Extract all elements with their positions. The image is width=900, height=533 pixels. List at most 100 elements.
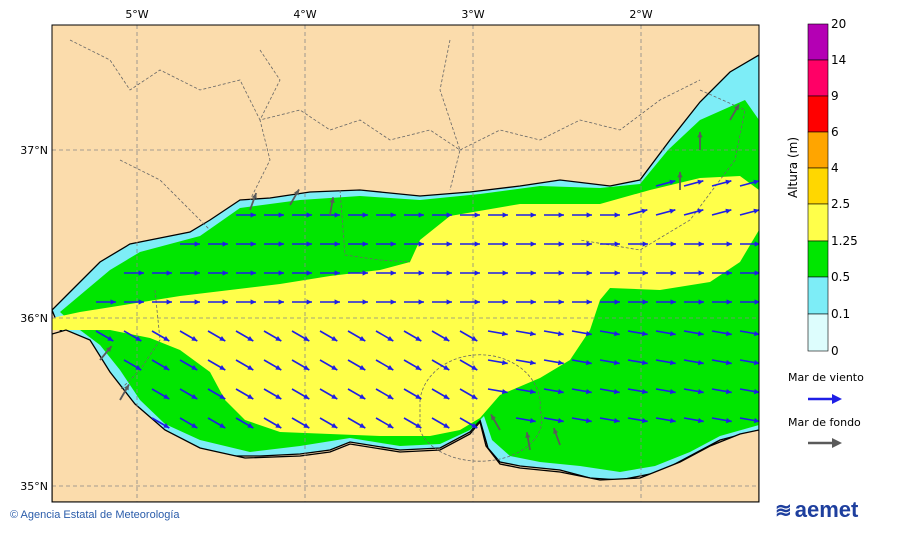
wind-sea-arrowhead xyxy=(670,299,676,305)
wind-sea-arrowhead xyxy=(501,388,508,395)
wind-sea-arrowhead xyxy=(387,423,394,428)
wind-sea-arrowhead xyxy=(586,270,592,276)
wind-sea-arrowhead xyxy=(558,241,564,247)
graticule xyxy=(52,25,759,502)
wind-sea-arrowhead xyxy=(697,359,704,366)
wind-sea-arrowhead xyxy=(359,394,366,399)
wind-sea-arrowhead xyxy=(725,388,732,395)
wind-sea-arrowhead xyxy=(530,270,536,276)
wind-sea-arrowhead xyxy=(138,299,144,305)
wind-sea-arrowhead xyxy=(641,330,648,337)
wind-sea-arrowhead xyxy=(754,241,759,247)
wind-sea-arrowhead xyxy=(474,299,480,305)
wind-sea-arrowhead xyxy=(613,388,620,395)
legend-level-0: 0 xyxy=(831,344,839,358)
wind-sea-arrowhead xyxy=(529,359,536,366)
wind-sea-arrowhead xyxy=(669,330,676,337)
wind-sea-arrowhead xyxy=(387,336,394,341)
wind-sea-arrowhead xyxy=(641,388,648,395)
wind-sea-arrowhead xyxy=(334,241,340,247)
wind-sea-arrowhead xyxy=(278,270,284,276)
wind-sea-arrowhead xyxy=(586,241,592,247)
wind-sea-arrowhead xyxy=(613,417,620,424)
wind-sea-arrowhead xyxy=(585,330,592,337)
wind-sea-arrowhead xyxy=(247,394,254,399)
wind-sea-arrowhead xyxy=(191,365,198,370)
wind-sea-arrowhead xyxy=(558,212,564,218)
wind-sea-arrowhead xyxy=(670,270,676,276)
wind-sea-arrowhead xyxy=(390,299,396,305)
wind-sea-arrowhead xyxy=(725,179,732,185)
wind-sea-arrowhead xyxy=(614,299,620,305)
wind-sea-arrowhead xyxy=(166,270,172,276)
wind-sea-arrowhead xyxy=(247,336,254,341)
wind-sea-arrowhead xyxy=(194,299,200,305)
wind-sea-arrowhead xyxy=(418,299,424,305)
wind-sea-arrowhead xyxy=(306,241,312,247)
lat-tick-labels: 37°N 36°N 35°N xyxy=(20,144,48,493)
wind-sea-arrowhead xyxy=(502,212,508,218)
wind-sea-arrowhead xyxy=(501,330,508,337)
wind-sea-arrowhead xyxy=(390,270,396,276)
wind-sea-arrowhead xyxy=(557,359,564,366)
wind-sea-arrowhead xyxy=(418,241,424,247)
height-colorbar xyxy=(807,23,829,352)
wind-sea-arrowhead xyxy=(698,241,704,247)
wind-sea-arrowhead xyxy=(331,336,338,341)
wind-sea-arrowhead xyxy=(415,336,422,341)
wind-sea-arrowhead xyxy=(446,270,452,276)
wind-sea-arrowhead xyxy=(753,359,759,366)
wind-sea-arrowhead xyxy=(191,336,198,341)
wind-sea-arrowhead xyxy=(753,330,759,337)
wind-sea-arrowhead xyxy=(502,299,508,305)
wind-sea-arrowhead xyxy=(446,299,452,305)
legend-level-14: 14 xyxy=(831,53,847,67)
wind-sea-arrow-icon xyxy=(808,394,842,404)
lon-tick-3w: 3°W xyxy=(461,8,484,21)
wind-sea-arrowhead xyxy=(669,179,676,185)
swell-arrowhead xyxy=(491,414,496,421)
wind-sea-arrowhead xyxy=(697,208,704,214)
wind-sea-arrowhead xyxy=(362,241,368,247)
legend-title: Altura (m) xyxy=(786,136,800,198)
wind-sea-arrowhead xyxy=(697,388,704,395)
wind-sea-arrowhead xyxy=(387,394,394,399)
wind-sea-arrowhead xyxy=(306,212,312,218)
wind-sea-arrowhead xyxy=(697,179,704,185)
wind-sea-arrowhead xyxy=(219,365,226,370)
lat-tick-35n: 35°N xyxy=(20,480,48,493)
wind-sea-arrowhead xyxy=(194,270,200,276)
wind-sea-arrowhead xyxy=(641,359,648,366)
wind-sea-arrowhead xyxy=(557,417,564,424)
wind-sea-arrowhead xyxy=(614,212,620,218)
wind-sea-arrowhead xyxy=(390,212,396,218)
wind-sea-arrowhead xyxy=(138,270,144,276)
wind-sea-arrowhead xyxy=(753,417,759,424)
wind-sea-arrowhead xyxy=(502,241,508,247)
wind-sea-arrowhead xyxy=(754,270,759,276)
swell-arrowhead xyxy=(251,193,257,200)
legend-level-0.5: 0.5 xyxy=(831,270,851,284)
wind-sea-arrowhead xyxy=(362,299,368,305)
wind-sea-arrowhead xyxy=(585,388,592,395)
wind-sea-arrowhead xyxy=(558,270,564,276)
wind-sea-arrowhead xyxy=(191,394,198,399)
legend-level-6: 6 xyxy=(831,125,839,139)
wind-sea-arrowhead xyxy=(471,336,478,341)
wind-sea-arrowhead xyxy=(219,336,226,341)
height-zone-1.25-2.5 xyxy=(52,176,759,436)
wind-sea-arrowhead xyxy=(443,365,450,370)
wind-sea-arrowhead xyxy=(163,394,170,399)
wind-sea-arrowhead xyxy=(725,208,732,214)
africa-land xyxy=(52,329,759,502)
wind-sea-arrowhead xyxy=(726,270,732,276)
wind-sea-arrowhead xyxy=(753,208,759,214)
wind-sea-arrowhead xyxy=(303,336,310,341)
wind-sea-arrowhead xyxy=(275,336,282,341)
wind-sea-arrowhead xyxy=(530,299,536,305)
swell-arrow-icon xyxy=(808,438,842,448)
wind-sea-arrowhead xyxy=(669,417,676,424)
swell-arrowhead xyxy=(697,132,703,138)
wind-sea-arrowhead xyxy=(306,299,312,305)
